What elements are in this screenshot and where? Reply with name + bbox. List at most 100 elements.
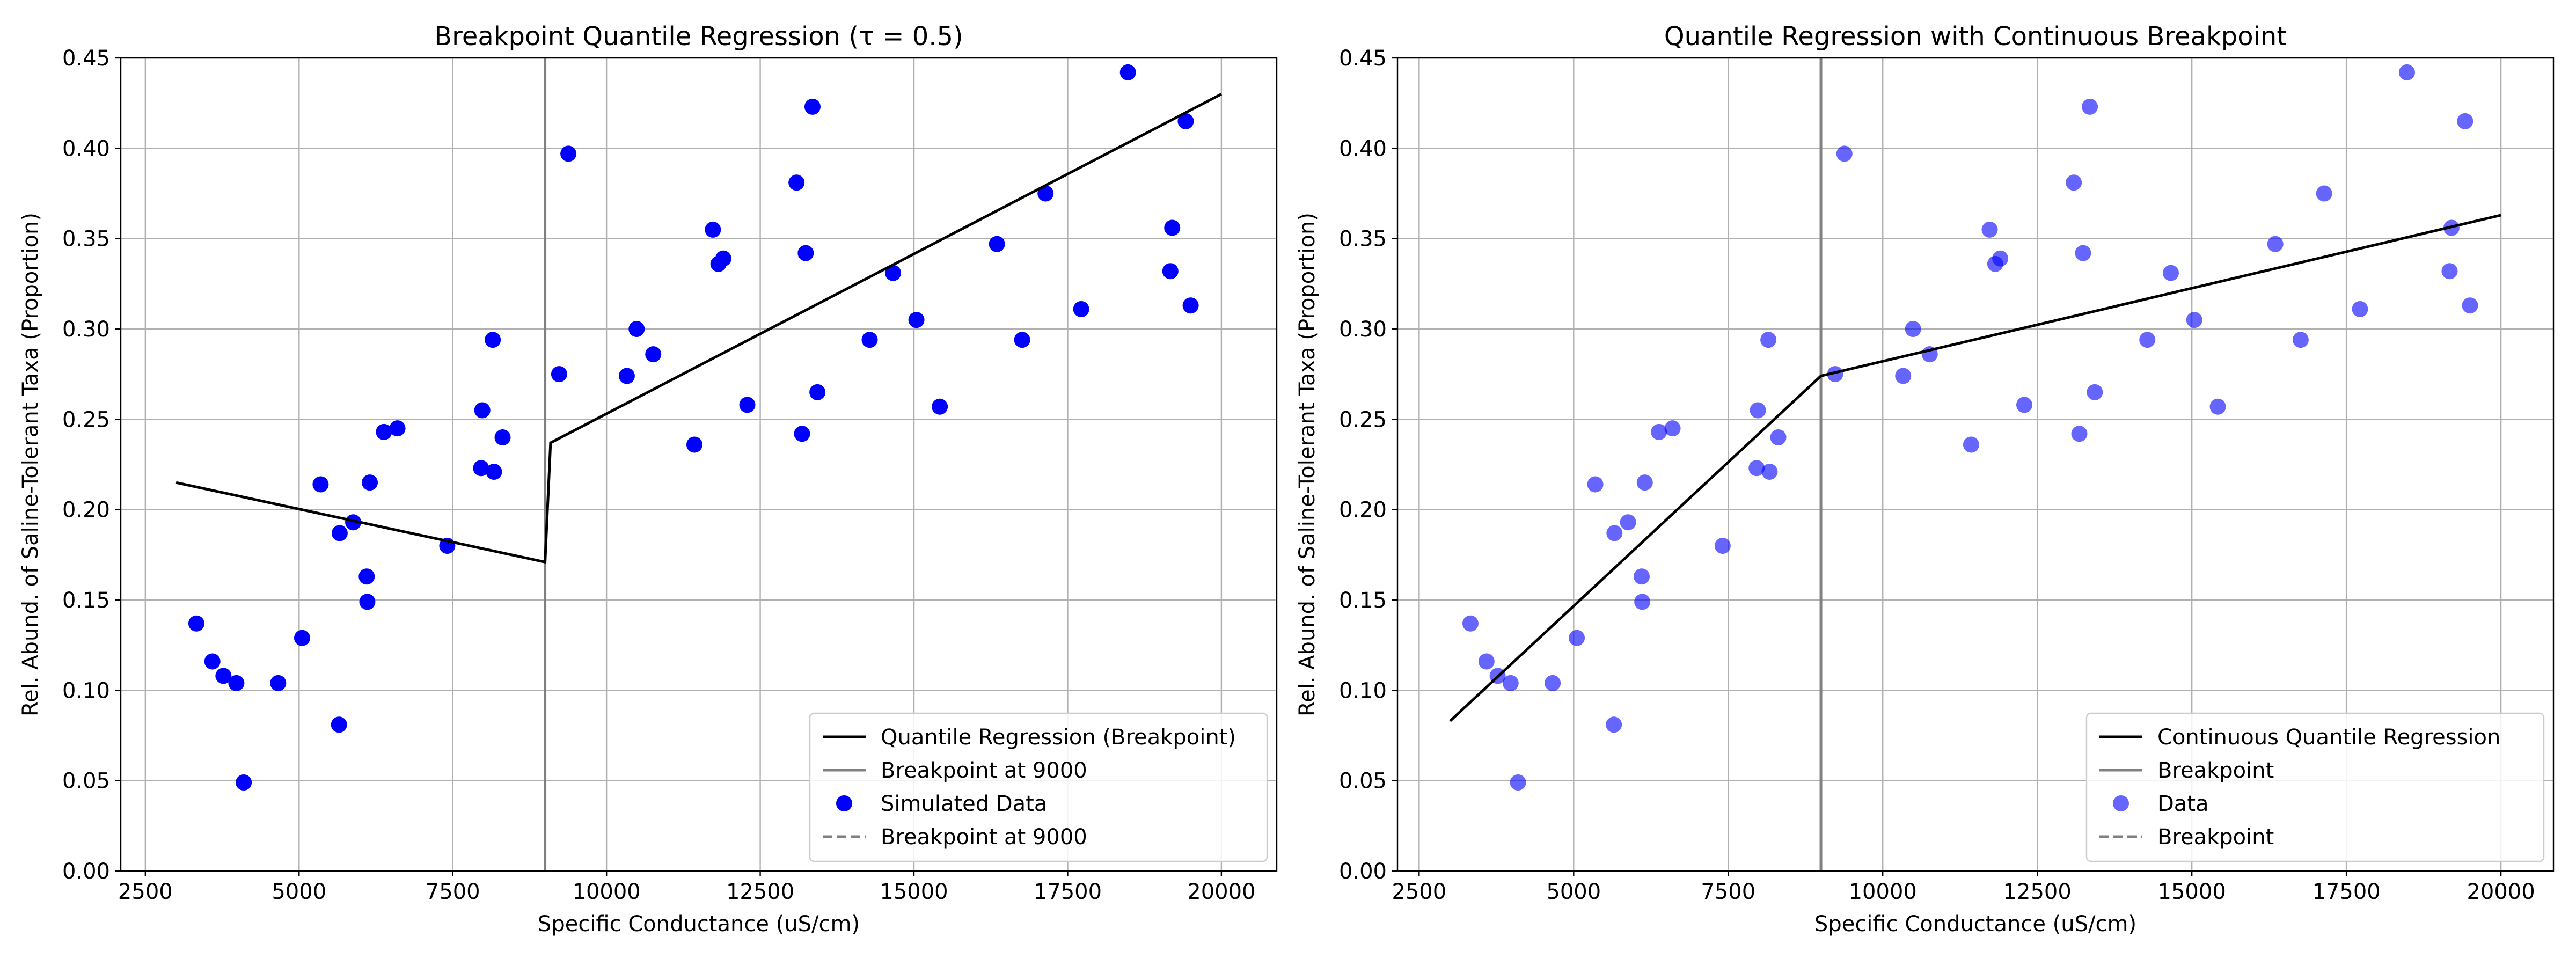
data-point	[1748, 460, 1765, 477]
data-point	[2209, 398, 2226, 415]
data-point	[551, 366, 567, 383]
legend-label: Data	[2157, 792, 2209, 816]
data-point	[1587, 476, 1604, 493]
data-point	[376, 423, 392, 440]
data-point	[1462, 615, 1479, 632]
data-point	[1895, 368, 1912, 384]
data-point	[362, 474, 378, 491]
y-tick-label: 0.40	[62, 136, 110, 161]
data-point	[705, 221, 721, 238]
data-point	[932, 398, 948, 415]
data-point	[215, 668, 232, 684]
data-point	[1761, 463, 1778, 480]
y-tick-label: 0.40	[1339, 136, 1387, 161]
y-tick-label: 0.00	[62, 859, 110, 884]
data-point	[2267, 236, 2284, 252]
data-point	[270, 675, 287, 691]
data-point	[1636, 474, 1653, 491]
data-point	[645, 346, 662, 363]
x-tick-label: 17500	[1034, 880, 1102, 904]
data-point	[618, 368, 635, 384]
y-tick-label: 0.00	[1339, 859, 1387, 884]
data-point	[1606, 525, 1623, 541]
data-point	[359, 594, 376, 610]
data-point	[1992, 250, 2009, 267]
fit-line	[175, 93, 1223, 564]
data-point	[1119, 64, 1136, 80]
data-point	[2292, 332, 2309, 348]
data-point	[2075, 245, 2091, 261]
data-point	[1963, 436, 1979, 453]
data-point	[1827, 366, 1843, 383]
chart-title: Breakpoint Quantile Regression (τ = 0.5)	[434, 21, 963, 52]
chart-continuous-breakpoint-regression: 2500 5000 7500 10000 12500 15000 17500 20000 0.0…	[1295, 21, 2555, 936]
data-point	[1760, 332, 1777, 348]
data-point	[331, 525, 348, 541]
data-point	[2066, 174, 2082, 191]
data-point	[228, 675, 245, 691]
data-point	[2399, 64, 2416, 80]
legend-label: Breakpoint	[2157, 758, 2274, 783]
data-point	[739, 397, 756, 413]
data-point	[486, 463, 502, 480]
data-point	[1770, 429, 1787, 445]
x-tick-label: 10000	[573, 880, 641, 904]
data-point	[294, 630, 310, 646]
y-tick-label: 0.45	[62, 46, 110, 71]
data-point	[1836, 145, 1853, 162]
data-point	[331, 716, 347, 733]
data-point	[188, 615, 204, 632]
x-tick-label: 2500	[118, 880, 173, 904]
x-tick-label: 20000	[1187, 880, 1255, 904]
y-tick-label: 0.10	[1339, 678, 1387, 703]
data-point	[2071, 426, 2088, 442]
y-tick-label: 0.15	[62, 588, 110, 613]
data-point	[1633, 568, 1650, 585]
data-point	[312, 476, 329, 493]
y-axis-label: Rel. Abund. of Saline-Tolerant Taxa (Pro…	[18, 213, 43, 716]
y-axis-label: Rel. Abund. of Saline-Tolerant Taxa (Pro…	[1295, 213, 1320, 716]
legend: Continuous Quantile Regression Breakpoint…	[2085, 712, 2545, 862]
legend-marker	[836, 795, 852, 811]
data-point	[1750, 402, 1766, 419]
y-tick-label: 0.45	[1339, 46, 1387, 71]
y-tick-label: 0.15	[1339, 588, 1387, 613]
data-point	[1634, 594, 1651, 610]
x-tick-label: 20000	[2467, 880, 2535, 904]
x-tick-label: 5000	[1546, 880, 1601, 904]
data-point	[2186, 312, 2202, 328]
x-tick-label: 12500	[726, 880, 794, 904]
data-point	[2162, 265, 2179, 281]
legend-box	[809, 712, 1268, 862]
y-tick-label: 0.25	[1339, 407, 1387, 432]
data-point	[2316, 185, 2332, 202]
data-point	[1162, 263, 1179, 280]
legend: Quantile Regression (Breakpoint) Breakpoi…	[809, 712, 1268, 862]
x-tick-label: 10000	[1849, 880, 1917, 904]
data-point	[2087, 384, 2103, 400]
y-tick-label: 0.25	[62, 407, 110, 432]
chart-title: Quantile Regression with Continuous Brea…	[1664, 21, 2287, 52]
x-tick-label: 5000	[272, 880, 326, 904]
x-tick-label: 2500	[1392, 880, 1446, 904]
data-point	[1073, 301, 1089, 317]
data-point	[2016, 397, 2032, 413]
data-point	[885, 265, 902, 281]
x-axis-label: Specific Conductance (uS/cm)	[1814, 912, 2136, 936]
data-point	[794, 426, 810, 442]
data-point	[236, 774, 252, 791]
legend-label: Quantile Regression (Breakpoint)	[881, 725, 1236, 750]
x-tick-label: 7500	[426, 880, 480, 904]
data-point	[628, 321, 645, 337]
data-point	[788, 174, 805, 191]
data-point	[686, 436, 702, 453]
data-point	[485, 332, 501, 348]
plot-frame	[1396, 57, 2555, 872]
legend-label: Breakpoint	[2157, 825, 2274, 850]
y-tick-label: 0.05	[62, 769, 110, 794]
data-point	[1502, 675, 1519, 691]
plot-frame	[120, 57, 1278, 872]
data-point	[1606, 716, 1622, 733]
chart-breakpoint-quantile-regression: 2500 5000 7500 10000 12500 15000 17500 20000 0.0…	[18, 21, 1278, 936]
